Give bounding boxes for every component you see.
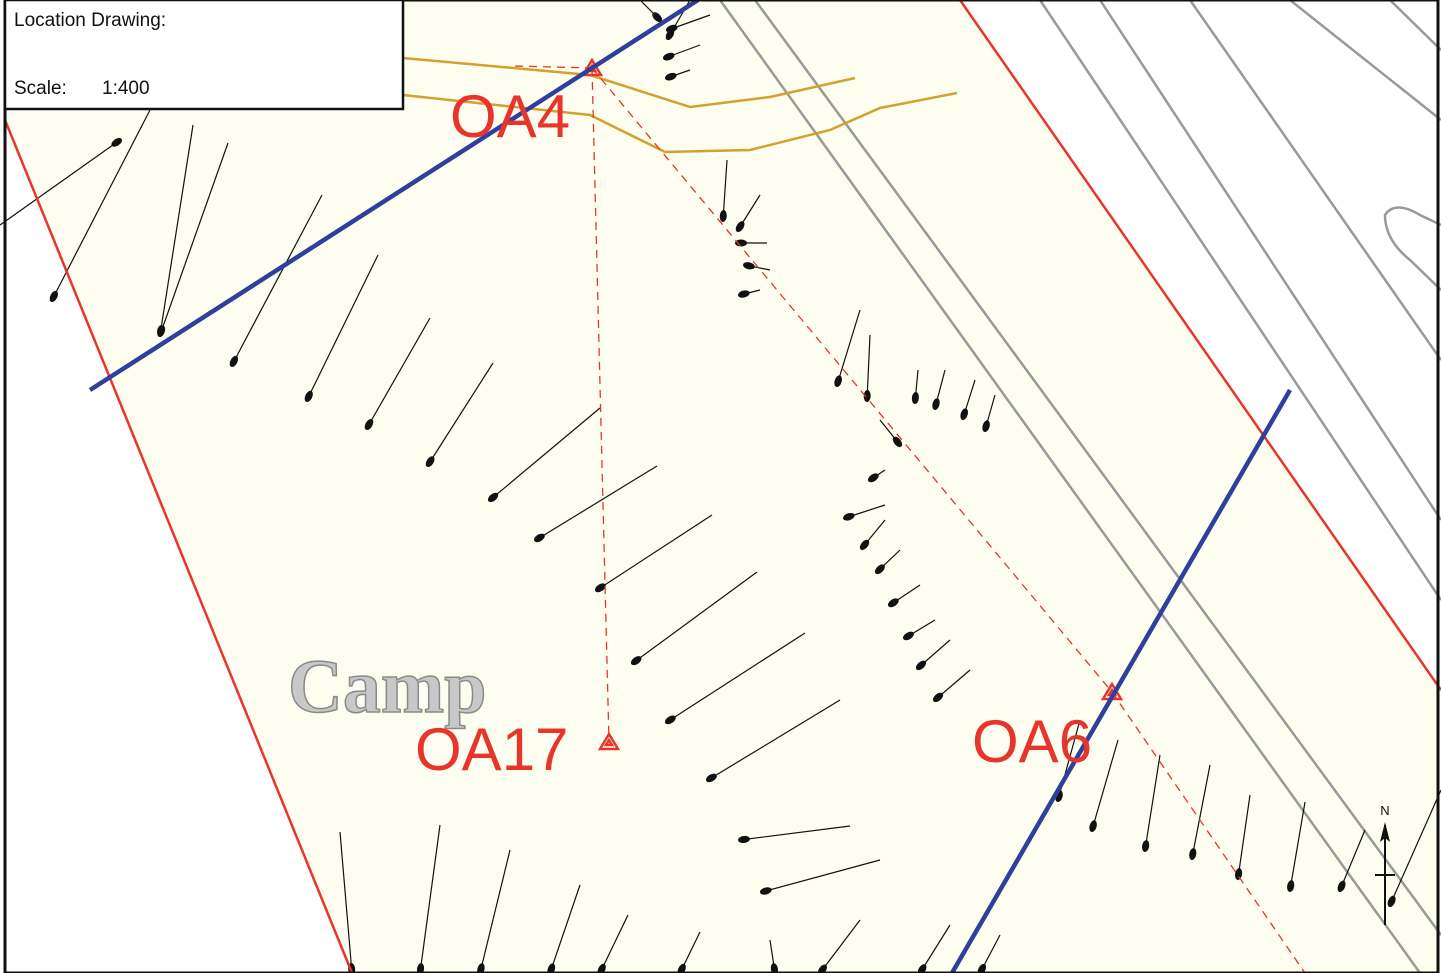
scale-label: Scale: — [14, 78, 67, 99]
hachure — [735, 240, 747, 247]
hachure — [48, 290, 60, 304]
point-label: OA4 — [450, 83, 570, 150]
north-label: N — [1380, 803, 1389, 818]
site-area — [5, 0, 1441, 973]
scale-value: 1:400 — [102, 78, 150, 99]
point-label: OA17 — [415, 716, 568, 783]
title: Location Drawing: — [14, 10, 166, 31]
point-label: OA6 — [972, 708, 1092, 775]
location-map: Camp OA4 OA17 OA6 N Location Drawing: Sc… — [0, 0, 1441, 973]
page: {"header": {"title": "Location Drawing:"… — [0, 0, 1441, 973]
